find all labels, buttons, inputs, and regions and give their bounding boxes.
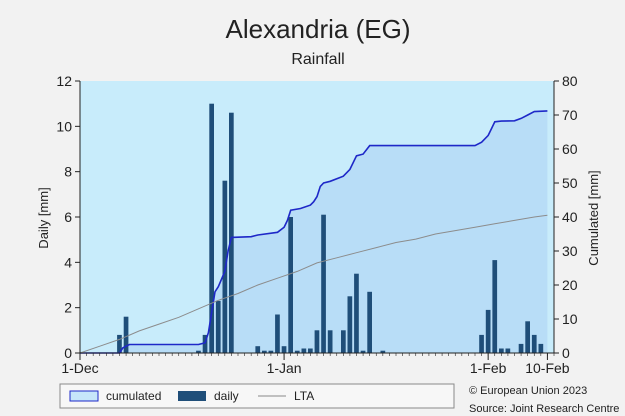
x-tick-label-3: 10-Feb: [525, 360, 570, 376]
daily-bar-22: [354, 273, 359, 353]
daily-bar-21: [347, 296, 353, 353]
y2-axis-title: Cumulated [mm]: [586, 170, 601, 265]
daily-bar-16: [308, 348, 313, 353]
legend-label-cumulated: cumulated: [106, 389, 161, 403]
daily-bar-17: [314, 330, 320, 353]
credit-source: Source: Joint Research Centre: [469, 403, 619, 415]
y2-tick-label-30: 30: [562, 243, 578, 259]
daily-bar-3: [202, 334, 208, 353]
daily-bar-34: [538, 343, 544, 353]
daily-bar-2: [196, 350, 201, 353]
daily-bar-4: [209, 103, 214, 353]
plot-area: 0 2 4 6 8 10 12 0 10 20 30 40 50 60 70 80 1-Dec 1-Jan 1-Fe…: [56, 73, 577, 376]
legend-swatch-cumulated: [69, 390, 99, 402]
daily-bar-31: [518, 343, 524, 353]
legend-label-daily: daily: [214, 389, 239, 403]
daily-bar-26: [479, 334, 484, 353]
daily-bar-19: [327, 330, 333, 353]
daily-bar-5: [215, 300, 221, 353]
y2-tick-label-0: 0: [562, 345, 570, 361]
x-tick-label-2: 1-Feb: [470, 360, 507, 376]
y2-tick-label-20: 20: [562, 277, 578, 293]
daily-bar-20: [341, 330, 346, 353]
y-tick-label-6: 6: [64, 209, 72, 225]
y-tick-label-2: 2: [64, 300, 72, 316]
y2-tick-label-40: 40: [562, 209, 578, 225]
daily-bar-15: [301, 348, 307, 353]
daily-bar-24: [367, 291, 372, 353]
chart-subtitle: Rainfall: [291, 51, 344, 68]
y2-tick-label-50: 50: [562, 175, 578, 191]
x-tick-label-1: 1-Jan: [267, 360, 302, 376]
y2-tick-label-70: 70: [562, 107, 578, 123]
daily-bar-32: [525, 321, 530, 353]
daily-bar-1: [123, 316, 129, 353]
y-tick-label-12: 12: [56, 73, 72, 89]
x-tick-label-0: 1-Dec: [61, 360, 98, 376]
legend-swatch-daily: [178, 391, 206, 401]
daily-bar-12: [281, 346, 287, 353]
daily-bar-0: [117, 334, 122, 353]
chart-title: Alexandria (EG): [226, 14, 411, 44]
y2-tick-label-80: 80: [562, 73, 578, 89]
daily-bar-11: [275, 314, 280, 353]
daily-bar-18: [321, 214, 326, 353]
daily-bar-9: [262, 350, 267, 353]
y-tick-label-4: 4: [64, 254, 72, 270]
cumulated-area: [80, 110, 548, 354]
credit-copyright: © European Union 2023: [469, 385, 587, 397]
daily-bar-33: [531, 334, 537, 353]
lta-line: [79, 214, 548, 354]
daily-bar-8: [255, 346, 261, 353]
daily-bar-13: [288, 217, 293, 353]
y-tick-label-8: 8: [64, 164, 72, 180]
legend-label-lta: LTA: [294, 389, 314, 403]
daily-bar-30: [505, 348, 511, 353]
daily-bar-25: [380, 350, 386, 353]
daily-bar-27: [485, 309, 491, 353]
y2-tick-label-10: 10: [562, 311, 578, 327]
legend-box: [59, 383, 455, 409]
daily-bar-23: [360, 350, 366, 353]
daily-bar-29: [499, 348, 504, 353]
daily-bar-10: [268, 350, 274, 353]
daily-bar-7: [229, 112, 234, 353]
y2-tick-label-60: 60: [562, 141, 578, 157]
cumulated-line: [80, 110, 548, 354]
daily-bar-14: [294, 350, 300, 353]
y-tick-label-10: 10: [56, 118, 72, 134]
legend: cumulated daily LTA: [59, 383, 455, 409]
y-axis-title: Daily [mm]: [36, 187, 51, 248]
daily-bar-28: [492, 260, 498, 353]
y-tick-label-0: 0: [64, 345, 72, 361]
